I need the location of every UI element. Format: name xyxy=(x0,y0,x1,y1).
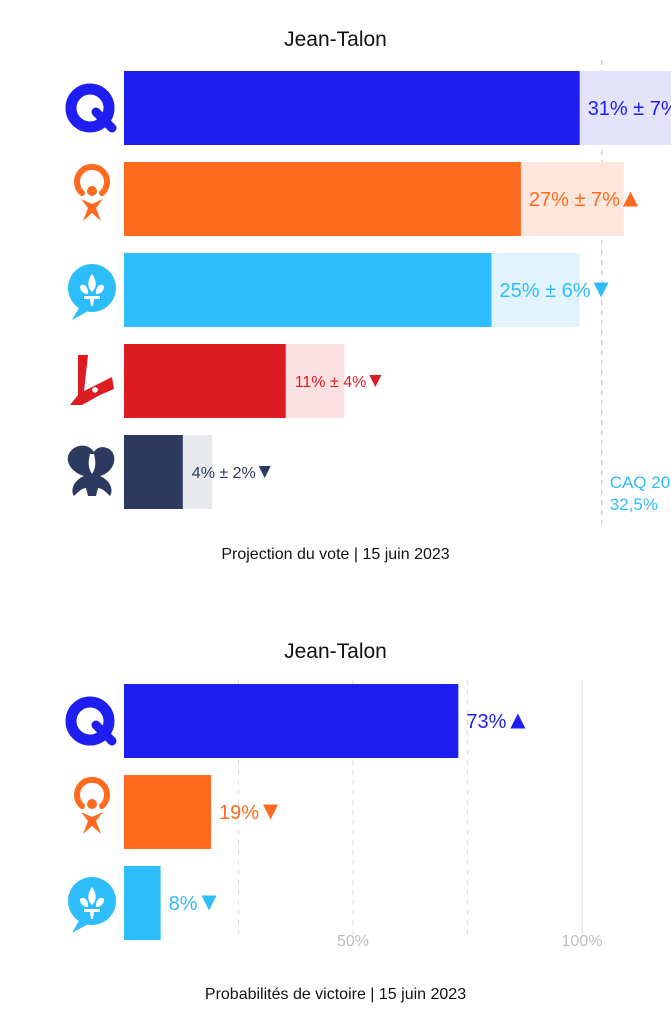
vote-projection-plot: 31% ± 7% 27% ± 7% 25% ± 6% 11% ± 4% 4% ± 2% C… xyxy=(65,60,671,526)
trend-up-icon xyxy=(510,713,526,729)
bar-qs[interactable] xyxy=(124,866,161,940)
bar-pq[interactable] xyxy=(124,162,521,236)
trend-up-icon xyxy=(622,191,638,207)
chart-title: Jean-Talon xyxy=(284,640,387,663)
bar-caq[interactable] xyxy=(124,71,580,145)
data-label: 19% xyxy=(219,802,259,824)
data-label: 31% ± 7% xyxy=(588,98,671,120)
data-label: 73% xyxy=(466,711,506,733)
reference-value: 32,5% xyxy=(610,495,658,514)
bar-plq[interactable] xyxy=(124,344,286,418)
pq-logo-icon xyxy=(74,163,110,221)
pcq-logo-icon xyxy=(67,445,115,496)
data-label: 11% ± 4% xyxy=(295,374,367,391)
bar-caq[interactable] xyxy=(124,684,459,758)
x-tick-label: 100% xyxy=(562,933,603,950)
vote-projection-chart: Jean-Talon 31% ± 7% 27% ± 7% 25% ± 6% 11% ±… xyxy=(65,28,671,563)
trend-down-icon xyxy=(593,282,609,298)
data-label: 8% xyxy=(169,893,198,915)
win-probability-plot: 50% 100% 73% 19% 8% xyxy=(65,680,603,950)
qs-logo-icon xyxy=(68,877,116,933)
trend-down-icon xyxy=(369,375,382,387)
trend-down-icon xyxy=(201,895,217,911)
bar-pq[interactable] xyxy=(124,775,212,849)
chart-caption: Probabilités de victoire | 15 juin 2023 xyxy=(204,986,467,1003)
caq-logo-icon xyxy=(65,696,117,746)
bar-pcq[interactable] xyxy=(124,435,183,509)
data-label: 4% ± 2% xyxy=(192,465,256,482)
plq-logo-icon xyxy=(70,355,114,405)
trend-down-icon xyxy=(263,804,279,820)
qs-logo-icon xyxy=(68,264,116,320)
x-tick-label: 50% xyxy=(337,933,369,950)
reference-label: CAQ 2022 xyxy=(610,473,671,492)
data-label: 25% ± 6% xyxy=(500,280,591,302)
chart-caption: Projection du vote | 15 juin 2023 xyxy=(221,546,450,563)
caq-logo-icon xyxy=(65,83,117,133)
chart-title: Jean-Talon xyxy=(284,28,387,51)
data-label: 27% ± 7% xyxy=(529,189,620,211)
trend-down-icon xyxy=(258,466,271,478)
win-probability-chart: Jean-Talon 50% 100% 73% 19% 8% Probabilités … xyxy=(0,620,671,1024)
bar-qs[interactable] xyxy=(124,253,492,327)
pq-logo-icon xyxy=(74,776,110,834)
